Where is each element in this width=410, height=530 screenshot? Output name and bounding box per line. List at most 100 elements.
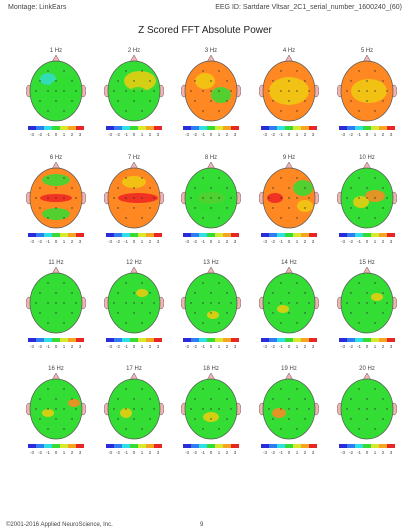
scale-tick-label: -3 — [341, 132, 345, 137]
scale-tick-label: -3 — [263, 132, 267, 137]
scale-tick-label: 0 — [55, 450, 58, 455]
frequency-label: 13 Hz — [203, 260, 219, 266]
scale-tick-label: -1 — [124, 344, 128, 349]
scalp-map — [259, 161, 319, 229]
color-scale-bar: -3 -2 -1 0 1 2 3 — [339, 338, 395, 349]
color-scale-bar: -3 -2 -1 0 1 2 3 — [183, 338, 239, 349]
scale-tick-label: 1 — [296, 132, 299, 137]
scale-tick-label: -2 — [38, 450, 42, 455]
scalp-map — [337, 54, 397, 122]
scale-tick-label: 3 — [79, 344, 82, 349]
scale-tick-label: 3 — [234, 344, 237, 349]
scale-tick-label: 1 — [374, 132, 377, 137]
scale-tick-label: -2 — [349, 450, 353, 455]
frequency-label: 12 Hz — [126, 260, 142, 266]
scalp-map — [181, 54, 241, 122]
scale-tick-label: 2 — [71, 450, 74, 455]
scale-tick-label: 3 — [234, 239, 237, 244]
scale-tick-label: 3 — [390, 132, 393, 137]
scale-tick-label: -3 — [108, 450, 112, 455]
scale-tick-label: 3 — [234, 450, 237, 455]
scale-tick-label: -2 — [116, 450, 120, 455]
scale-tick-label: 2 — [304, 239, 307, 244]
scale-tick-label: 0 — [55, 344, 58, 349]
scale-tick-label: -3 — [108, 344, 112, 349]
scale-tick-label: 2 — [382, 132, 385, 137]
page-title: Z Scored FFT Absolute Power — [138, 25, 272, 36]
scale-tick-label: 3 — [157, 450, 160, 455]
frequency-label: 19 Hz — [281, 366, 297, 372]
scale-tick-label: -2 — [271, 239, 275, 244]
color-scale-bar: -3 -2 -1 0 1 2 3 — [183, 126, 239, 137]
color-scale-bar: -3 -2 -1 0 1 2 3 — [183, 233, 239, 244]
color-scale-bar: -3 -2 -1 0 1 2 3 — [261, 444, 317, 455]
frequency-label: 20 Hz — [359, 366, 375, 372]
scale-tick-label: 3 — [79, 132, 82, 137]
scale-tick-label: 2 — [71, 239, 74, 244]
frequency-label: 18 Hz — [203, 366, 219, 372]
scalp-map — [26, 266, 86, 334]
frequency-label: 7 Hz — [127, 155, 141, 161]
scale-tick-label: 0 — [366, 344, 369, 349]
scale-tick-label: 3 — [79, 239, 82, 244]
scale-tick-label: -2 — [271, 450, 275, 455]
scalp-map — [104, 161, 164, 229]
scale-tick-label: -3 — [108, 132, 112, 137]
scale-tick-label: -2 — [271, 344, 275, 349]
scale-tick-label: 0 — [133, 132, 136, 137]
eeg-id-label: EEG ID: Sartdare Vltsar_2C1_serial_numbe… — [215, 4, 402, 11]
scale-tick-label: -1 — [357, 344, 361, 349]
scale-tick-label: -1 — [279, 344, 283, 349]
scale-tick-label: -2 — [38, 344, 42, 349]
scale-tick-label: 3 — [234, 132, 237, 137]
scale-tick-label: 2 — [71, 132, 74, 137]
scale-tick-label: -3 — [30, 132, 34, 137]
frequency-label: 9 Hz — [282, 155, 296, 161]
scale-tick-label: -2 — [193, 132, 197, 137]
color-scale-bar: -3 -2 -1 0 1 2 3 — [106, 126, 162, 137]
scale-tick-label: 1 — [141, 132, 144, 137]
scale-tick-label: 1 — [374, 344, 377, 349]
scale-tick-label: 1 — [218, 450, 221, 455]
scale-tick-label: 1 — [63, 239, 66, 244]
scale-tick-label: -2 — [349, 344, 353, 349]
scale-tick-label: -3 — [185, 344, 189, 349]
scalp-map — [181, 161, 241, 229]
color-scale-bar: -3 -2 -1 0 1 2 3 — [261, 338, 317, 349]
color-scale-bar: -3 -2 -1 0 1 2 3 — [28, 126, 84, 137]
scale-tick-label: -3 — [263, 239, 267, 244]
montage-label: Montage: LinkEars — [8, 4, 67, 11]
scalp-map — [26, 372, 86, 440]
scale-tick-label: 1 — [63, 450, 66, 455]
scalp-map — [26, 54, 86, 122]
scale-tick-label: -1 — [357, 239, 361, 244]
scale-tick-label: -1 — [124, 239, 128, 244]
scale-tick-label: 3 — [157, 239, 160, 244]
scalp-map — [337, 266, 397, 334]
scale-tick-label: 2 — [304, 450, 307, 455]
scale-tick-label: 0 — [133, 450, 136, 455]
scale-tick-label: 1 — [141, 239, 144, 244]
scalp-map — [259, 266, 319, 334]
scale-tick-label: -2 — [116, 344, 120, 349]
scale-tick-label: -3 — [185, 132, 189, 137]
scale-tick-label: -3 — [30, 450, 34, 455]
scale-tick-label: 0 — [366, 239, 369, 244]
color-scale-bar: -3 -2 -1 0 1 2 3 — [183, 444, 239, 455]
scale-tick-label: 0 — [210, 450, 213, 455]
scalp-map — [337, 372, 397, 440]
scale-tick-label: 2 — [304, 344, 307, 349]
scalp-map — [259, 54, 319, 122]
scale-tick-label: -1 — [201, 239, 205, 244]
scale-tick-label: 1 — [218, 132, 221, 137]
scale-tick-label: 2 — [149, 239, 152, 244]
scale-tick-label: -1 — [201, 132, 205, 137]
color-scale-bar: -3 -2 -1 0 1 2 3 — [106, 338, 162, 349]
frequency-label: 10 Hz — [359, 155, 375, 161]
scale-tick-label: 0 — [210, 239, 213, 244]
scale-tick-label: 1 — [296, 450, 299, 455]
scalp-map — [26, 161, 86, 229]
scale-tick-label: -3 — [341, 344, 345, 349]
scalp-map — [337, 161, 397, 229]
scale-tick-label: 1 — [141, 344, 144, 349]
